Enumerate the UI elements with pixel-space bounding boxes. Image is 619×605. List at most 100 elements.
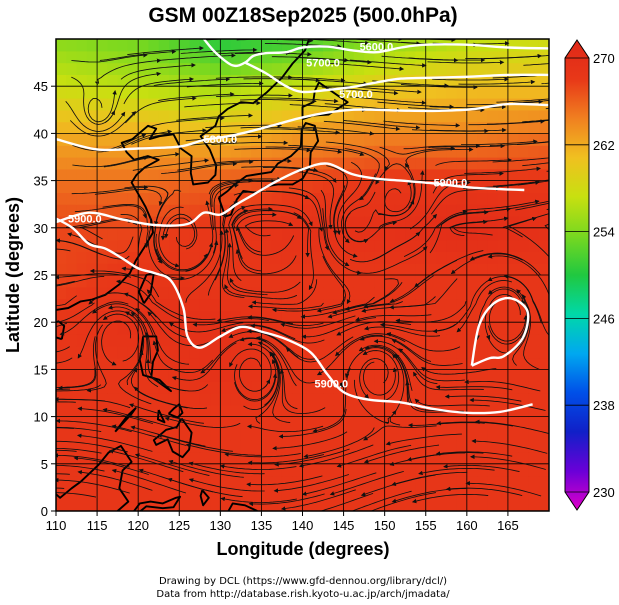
streamline (322, 208, 362, 275)
heat-cell (302, 216, 314, 229)
streamline (77, 406, 154, 425)
heat-cell (230, 86, 242, 99)
heat-cell (251, 475, 263, 488)
heat-cell (415, 62, 427, 75)
streamline (411, 493, 489, 504)
streamline (89, 268, 160, 298)
streamline (488, 303, 528, 342)
heat-cell (97, 50, 108, 64)
streamline (297, 126, 375, 136)
heat-cell (394, 499, 406, 511)
heat-cell (497, 393, 509, 406)
heat-cell (415, 286, 427, 300)
heat-cell (292, 345, 304, 359)
heat-cell (179, 227, 191, 241)
heat-cell (528, 416, 540, 429)
heat-cell (374, 499, 386, 511)
heat-cell (66, 74, 78, 87)
heat-cell (456, 86, 468, 99)
heat-cell (415, 204, 427, 217)
heat-cell (127, 275, 139, 288)
heat-cell (528, 475, 540, 488)
streamline (124, 311, 145, 385)
heat-cell (240, 298, 252, 311)
heat-cell (66, 157, 78, 170)
heat-cell (107, 109, 119, 123)
heat-cell (86, 334, 98, 347)
heat-cell (446, 133, 458, 146)
heat-cell (477, 322, 488, 335)
heat-cell (538, 216, 549, 229)
heat-cell (117, 310, 129, 323)
heat-cell (518, 192, 530, 205)
heat-cell (364, 157, 375, 170)
heat-cell (220, 145, 232, 158)
heat-cell (323, 168, 334, 182)
heat-cell (117, 216, 129, 229)
heat-cell (271, 227, 283, 241)
heat-cell (97, 322, 108, 335)
x-tick-label: 155 (415, 518, 437, 533)
heat-cell (323, 440, 334, 453)
heat-cell (384, 393, 396, 406)
heat-cell (117, 62, 129, 75)
streamline (56, 302, 95, 323)
heat-cell (189, 180, 201, 193)
heat-cell (117, 357, 129, 370)
heat-cell (148, 39, 160, 52)
heat-cell (415, 381, 427, 394)
heat-cell (230, 133, 242, 146)
heat-cell (107, 157, 119, 170)
heat-cell (538, 404, 549, 418)
heat-cell (158, 133, 170, 146)
heat-cell (199, 499, 211, 511)
heat-cell (528, 381, 540, 394)
heat-cell (127, 50, 139, 64)
streamline (515, 202, 549, 211)
streamline (186, 81, 264, 88)
heat-cell (292, 499, 304, 511)
streamline (127, 45, 204, 56)
streamline (363, 444, 440, 464)
heat-cell (168, 404, 180, 418)
heat-cell (230, 121, 242, 134)
streamline (363, 275, 434, 309)
heat-cell (343, 227, 355, 241)
heat-cell (364, 487, 375, 500)
heat-cell (97, 428, 108, 441)
heat-cell (343, 121, 355, 134)
heat-cell (271, 204, 283, 217)
x-tick-label: 125 (168, 518, 190, 533)
heat-cell (66, 369, 78, 382)
heat-cell (436, 428, 447, 441)
heat-cell (353, 39, 365, 52)
heat-cell (97, 157, 108, 170)
heat-cell (138, 86, 150, 99)
heat-cell (477, 440, 488, 453)
heat-cell (528, 239, 540, 252)
heat-cell (158, 275, 170, 288)
streamline (131, 128, 207, 145)
heat-cell (415, 168, 427, 182)
heat-cell (97, 475, 108, 488)
heat-cell (199, 416, 211, 429)
streamline (111, 468, 187, 494)
heat-cell (292, 168, 304, 182)
heat-cell (405, 227, 417, 241)
streamline (327, 62, 405, 72)
heat-cell (179, 216, 191, 229)
streamline (77, 310, 133, 359)
heat-cell (66, 263, 78, 276)
heat-cell (261, 487, 273, 500)
heat-cell (158, 39, 170, 52)
streamline (297, 171, 335, 230)
heat-cell (405, 404, 417, 418)
heat-cell (76, 381, 88, 394)
heat-cell (456, 452, 468, 465)
heat-cell (281, 216, 293, 229)
heat-cell (138, 204, 150, 217)
heat-cell (148, 298, 160, 311)
streamline (280, 315, 356, 329)
heat-cell (76, 204, 88, 217)
heat-cell (507, 440, 519, 453)
